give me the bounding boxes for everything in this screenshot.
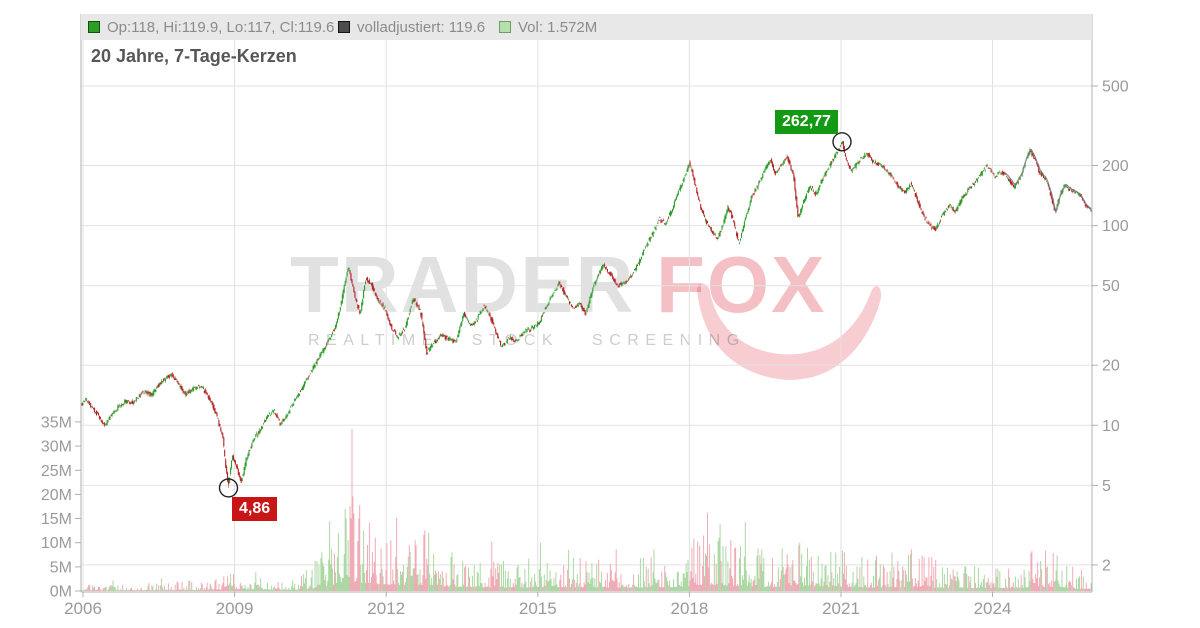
volume-tick-label: 15M <box>41 511 72 528</box>
down-candle-bodies <box>80 141 1091 485</box>
chart-title: 20 Jahre, 7-Tage-Kerzen <box>91 46 297 66</box>
volume-tick-label: 10M <box>41 535 72 552</box>
watermark-trader-text: TRADER <box>290 240 635 329</box>
volume-tick-label: 0M <box>50 584 72 601</box>
year-tick-label: 2012 <box>367 599 405 618</box>
high-price-badge: 262,77 <box>775 110 838 134</box>
volume-tick-label: 25M <box>41 463 72 480</box>
year-tick-label: 2009 <box>216 599 254 618</box>
volume-tick-label: 20M <box>41 487 72 504</box>
price-tick-label: 100 <box>1102 218 1129 235</box>
adjusted-close-line <box>1004 148 1093 214</box>
year-tick-label: 2024 <box>974 599 1012 618</box>
year-tick-label: 2015 <box>519 599 557 618</box>
adjusted-swatch-icon <box>338 21 350 33</box>
volume-tick-label: 5M <box>50 559 72 576</box>
up-candle-bodies <box>82 141 1092 483</box>
watermark-tagline: REALTIME STOCK SCREENING <box>308 332 746 349</box>
price-tick-label: 5 <box>1102 478 1111 495</box>
candle-swatch-icon <box>88 21 100 33</box>
year-tick-label: 2018 <box>670 599 708 618</box>
year-tick-label: 2006 <box>64 599 102 618</box>
volume-tick-label: 35M <box>41 414 72 431</box>
legend-item-volume: Vol: 1.572M <box>499 14 597 40</box>
low-marker-circle <box>218 478 239 498</box>
legend-item-ohlc: Op:118, Hi:119.9, Lo:117, Cl:119.6 <box>88 14 334 40</box>
legend-volume-label: Vol: 1.572M <box>518 18 598 36</box>
price-tick-label: 2 <box>1102 557 1111 574</box>
extreme-markers <box>218 132 852 498</box>
watermark-fox-text: FOX <box>656 240 826 329</box>
axes-and-ticks: 5002001005020105235M30M25M20M15M10M5M0M2… <box>41 14 1129 618</box>
watermark: TRADER FOX REALTIME STOCK SCREENING <box>290 240 882 380</box>
volume-tick-label: 30M <box>41 439 72 456</box>
price-tick-label: 500 <box>1102 79 1129 96</box>
price-tick-label: 10 <box>1102 418 1120 435</box>
price-tick-label: 20 <box>1102 358 1120 375</box>
year-tick-label: 2021 <box>822 599 860 618</box>
fox-tail-swoosh-icon <box>697 283 882 380</box>
price-tick-label: 50 <box>1102 278 1120 295</box>
adjusted-price-line <box>1004 148 1093 214</box>
high-marker-circle <box>832 132 852 152</box>
low-price-badge: 4,86 <box>232 497 278 521</box>
legend-adjusted-label: volladjustiert: 119.6 <box>357 18 486 36</box>
legend-item-adjusted: volladjustiert: 119.6 <box>338 14 485 40</box>
candlesticks <box>80 141 1092 488</box>
volume-up-bars <box>82 508 1092 591</box>
volume-swatch-icon <box>499 21 511 33</box>
legend-ohlc-label: Op:118, Hi:119.9, Lo:117, Cl:119.6 <box>107 18 335 36</box>
legend-bar: Op:118, Hi:119.9, Lo:117, Cl:119.6 volla… <box>81 14 1092 40</box>
price-tick-label: 200 <box>1102 158 1129 175</box>
